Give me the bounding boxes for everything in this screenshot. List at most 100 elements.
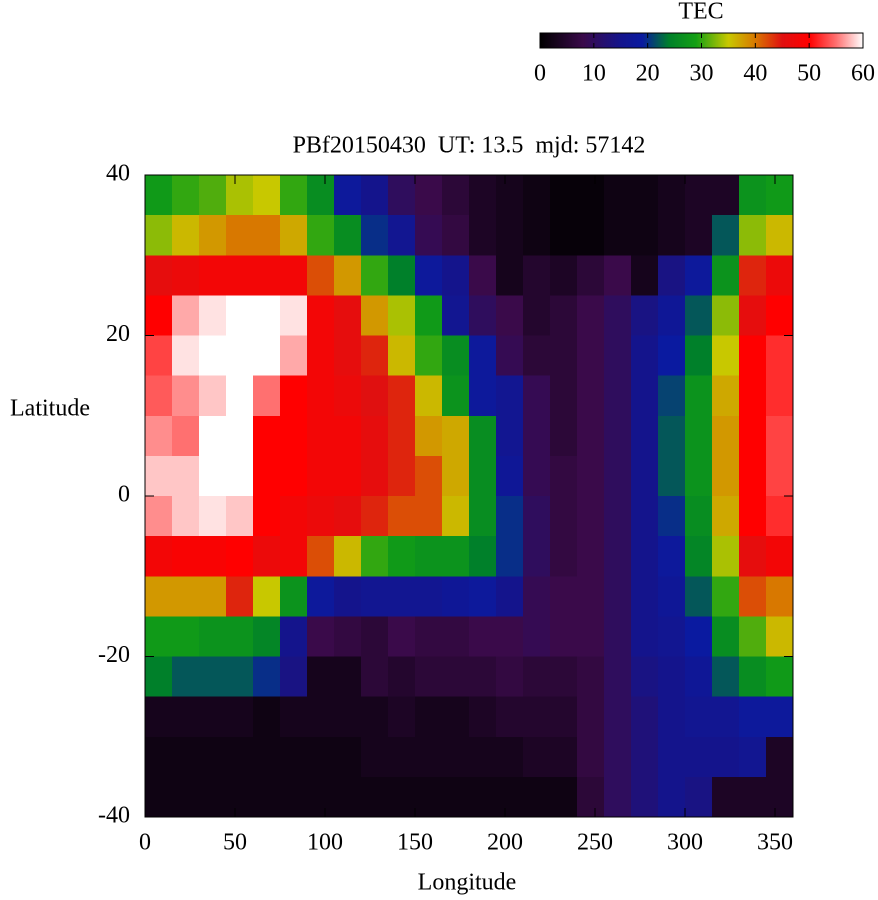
heatmap-cell — [496, 215, 524, 256]
heatmap-cell — [523, 576, 551, 617]
heatmap-cell — [280, 616, 308, 657]
heatmap-cell — [739, 375, 767, 417]
heatmap-cell — [334, 295, 362, 336]
y-tick-label: 20 — [106, 321, 130, 347]
heatmap-cell — [604, 696, 632, 738]
heatmap-cell — [334, 536, 362, 577]
heatmap-cell — [712, 255, 740, 296]
heatmap-cell — [199, 255, 227, 296]
heatmap-cell — [307, 616, 335, 657]
heatmap-cell — [604, 576, 632, 617]
heatmap-cell — [523, 415, 551, 457]
heatmap-cell — [712, 736, 740, 778]
heatmap-cell — [712, 415, 740, 457]
heatmap-cell — [226, 415, 254, 457]
heatmap-cell — [334, 656, 362, 698]
heatmap-cell — [280, 375, 308, 417]
heatmap-cell — [280, 496, 308, 537]
heatmap-cell — [523, 455, 551, 497]
heatmap-cell — [577, 295, 605, 336]
heatmap-cell — [172, 255, 200, 296]
heatmap-cell — [685, 736, 713, 778]
heatmap-cell — [739, 455, 767, 497]
heatmap-cell — [523, 496, 551, 537]
heatmap-cell — [253, 295, 281, 336]
heatmap-cell — [145, 215, 173, 256]
heatmap-cell — [388, 696, 416, 738]
heatmap-cell — [442, 656, 470, 698]
heatmap-cell — [361, 496, 389, 537]
heatmap-cell — [145, 295, 173, 336]
heatmap-cell — [415, 656, 443, 698]
heatmap-cell — [712, 335, 740, 377]
heatmap-cell — [172, 496, 200, 537]
heatmap-cell — [658, 175, 686, 216]
heatmap-cell — [469, 455, 497, 497]
x-tick-label: 350 — [757, 830, 793, 856]
heatmap-cell — [685, 215, 713, 256]
heatmap-cell — [469, 496, 497, 537]
heatmap-cell — [469, 536, 497, 577]
x-tick-label: 300 — [667, 830, 703, 856]
heatmap-cell — [496, 656, 524, 698]
heatmap-cell — [388, 335, 416, 377]
heatmap-cell — [496, 536, 524, 577]
chart-title: PBf20150430 UT: 13.5 mjd: 57142 — [293, 133, 646, 159]
heatmap-cell — [388, 455, 416, 497]
heatmap-cell — [712, 175, 740, 216]
heatmap-cell — [442, 415, 470, 457]
heatmap-cell — [469, 415, 497, 457]
heatmap-cell — [577, 215, 605, 256]
heatmap-cell — [577, 616, 605, 657]
heatmap-cell — [739, 616, 767, 657]
heatmap-cell — [226, 335, 254, 377]
heatmap-cell — [685, 255, 713, 296]
heatmap-cell — [739, 576, 767, 617]
heatmap-cell — [307, 776, 335, 818]
y-axis-label: Latitude — [10, 396, 90, 422]
y-tick-label: -20 — [98, 642, 130, 668]
heatmap-cell — [577, 375, 605, 417]
heatmap-cell — [658, 415, 686, 457]
heatmap-cell — [523, 696, 551, 738]
colorbar-tick-label: 10 — [582, 61, 606, 87]
heatmap-cell — [415, 295, 443, 336]
heatmap-cell — [604, 295, 632, 336]
heatmap-cell — [415, 175, 443, 216]
heatmap-cell — [334, 175, 362, 216]
heatmap-cell — [550, 576, 578, 617]
heatmap-cell — [334, 696, 362, 738]
heatmap-cell — [145, 496, 173, 537]
heatmap-cell — [604, 175, 632, 216]
heatmap-cell — [226, 175, 254, 216]
heatmap-cell — [280, 696, 308, 738]
heatmap-cell — [658, 776, 686, 818]
heatmap-cell — [766, 616, 794, 657]
heatmap-cell — [199, 375, 227, 417]
heatmap-cell — [145, 455, 173, 497]
heatmap-cell — [361, 215, 389, 256]
heatmap-cell — [631, 536, 659, 577]
heatmap-cell — [658, 335, 686, 377]
heatmap-cell — [496, 496, 524, 537]
heatmap-cell — [469, 776, 497, 818]
heatmap-cell — [739, 175, 767, 216]
heatmap-cell — [415, 496, 443, 537]
heatmap-cell — [685, 696, 713, 738]
heatmap-cell — [766, 455, 794, 497]
heatmap-cell — [712, 616, 740, 657]
heatmap-cell — [334, 616, 362, 657]
heatmap-cell — [658, 496, 686, 537]
heatmap-cell — [172, 576, 200, 617]
heatmap-cell — [712, 696, 740, 738]
heatmap-cell — [631, 696, 659, 738]
heatmap-cell — [226, 455, 254, 497]
heatmap-cell — [631, 335, 659, 377]
heatmap-cell — [577, 255, 605, 296]
heatmap-cell — [550, 736, 578, 778]
heatmap-cell — [172, 375, 200, 417]
heatmap-cell — [388, 215, 416, 256]
heatmap-cell — [469, 175, 497, 216]
heatmap-cell — [550, 175, 578, 216]
